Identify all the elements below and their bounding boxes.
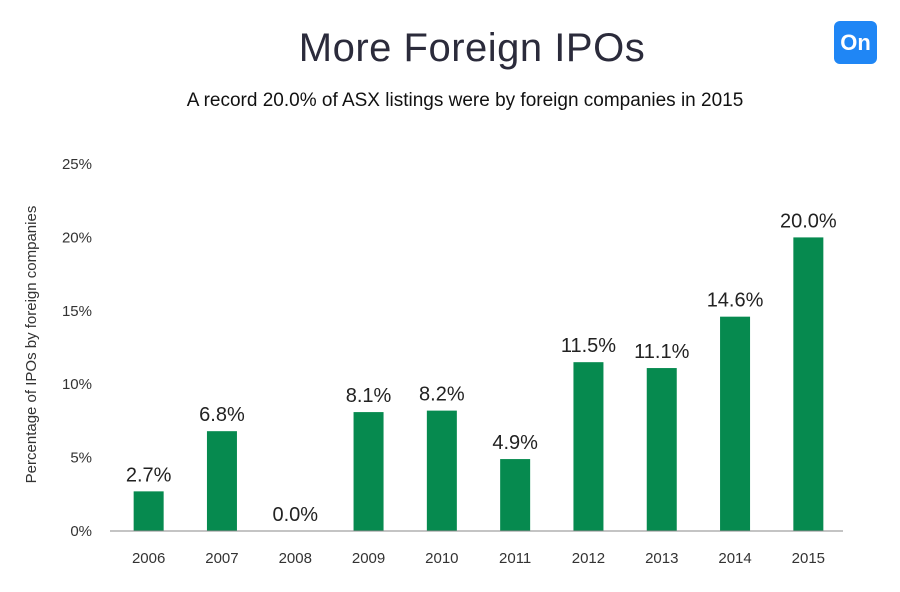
bar [500,459,531,531]
x-tick-label: 2009 [352,550,385,567]
x-tick-label: 2006 [132,550,165,567]
y-tick-label: 15% [62,303,92,320]
data-label: 11.1% [634,341,689,363]
data-label: 4.9% [492,432,538,454]
bars [133,237,824,531]
data-label: 0.0% [272,504,318,526]
y-tick-label: 5% [70,450,92,467]
x-tick-label: 2011 [499,550,531,567]
on-logo: On [834,21,877,64]
bar [426,410,457,531]
data-label: 2.7% [126,464,172,486]
data-label: 20.0% [780,210,837,232]
bar [646,368,677,531]
chart-subtitle: A record 20.0% of ASX listings were by f… [186,90,744,111]
data-label: 11.5% [561,335,616,357]
bar [206,431,237,531]
x-tick-label: 2007 [205,550,238,567]
y-axis-label: Percentage of IPOs by foreign companies [23,206,40,484]
data-label: 8.1% [346,385,392,407]
bar [793,237,824,531]
y-axis-ticks: 0% 5% 10% 15% 20% 25% [62,156,92,540]
x-tick-label: 2010 [425,550,458,567]
x-tick-label: 2014 [718,550,751,567]
x-tick-label: 2008 [279,550,312,567]
y-tick-label: 20% [62,229,92,246]
y-tick-label: 10% [62,376,92,393]
x-tick-label: 2015 [792,550,825,567]
data-labels: 2.7% 6.8% 0.0% 8.1% 8.2% 4.9% 11.5% 11.1% 14.6% 2… [126,210,837,526]
data-label: 8.2% [419,384,465,406]
bar [573,362,604,531]
x-tick-label: 2012 [572,550,605,567]
x-axis-ticks: 2006 2007 2008 2009 2010 2011 2012 2013 2014 2015 [132,550,825,567]
bar [133,491,164,531]
chart-title: More Foreign IPOs [298,26,646,70]
x-tick-label: 2013 [645,550,678,567]
bar [353,412,384,531]
y-tick-label: 0% [70,523,92,540]
data-label: 6.8% [199,404,245,426]
y-tick-label: 25% [62,156,92,173]
data-label: 14.6% [707,290,764,312]
bar [720,316,751,531]
